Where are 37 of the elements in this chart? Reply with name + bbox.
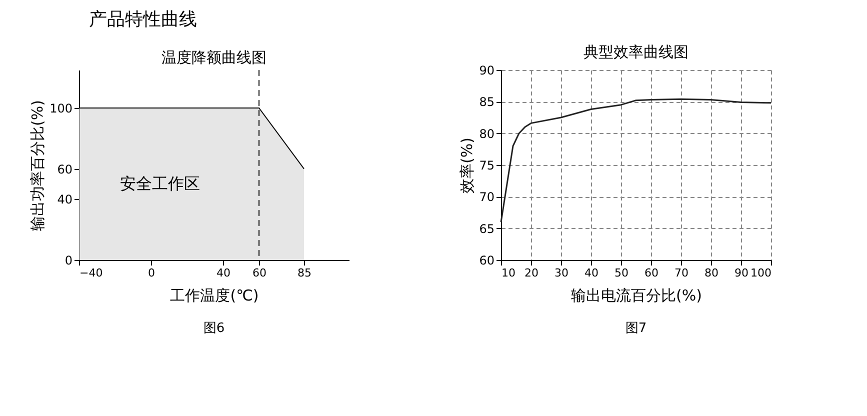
- x-tick-label: 20: [524, 266, 538, 280]
- x-tick-label: 90: [734, 266, 748, 280]
- x-tick-label: 30: [554, 266, 568, 280]
- x-tick-label: 40: [584, 266, 598, 280]
- x-tick-label: 70: [674, 266, 688, 280]
- x-axis-title: 工作温度(℃): [170, 286, 259, 304]
- y-tick-label: 60: [479, 254, 494, 268]
- x-tick-label: 60: [644, 266, 658, 280]
- x-tick-label: 60: [252, 266, 266, 280]
- x-tick-label: 50: [614, 266, 628, 280]
- text: 产品特性曲线: [89, 9, 197, 30]
- x-tick-label: 85: [298, 266, 312, 280]
- y-tick-label: 70: [479, 190, 494, 204]
- y-tick-label: 65: [479, 222, 494, 236]
- x-tick-label: 0: [148, 266, 155, 280]
- annotation: 安全工作区: [120, 174, 200, 193]
- x-tick-label: 100: [750, 266, 772, 280]
- y-tick-label: 90: [479, 64, 494, 78]
- x-tick-label: 40: [216, 266, 230, 280]
- y-tick-label: 85: [479, 95, 494, 110]
- chart-title: 温度降额曲线图: [162, 48, 266, 66]
- chart-title: 典型效率曲线图: [584, 43, 688, 61]
- caption: 图6: [203, 321, 225, 336]
- y-axis-title: 效率(%): [458, 138, 476, 194]
- x-tick-label: 10: [502, 266, 516, 280]
- y-tick-label: 40: [57, 192, 72, 207]
- x-tick-label: −40: [80, 266, 103, 280]
- y-axis-title: 输出功率百分比(%): [28, 100, 47, 231]
- line-series: [500, 98, 772, 223]
- y-tick-label: 75: [479, 158, 494, 172]
- y-tick-label: 100: [50, 102, 72, 116]
- y-tick-label: 60: [57, 162, 72, 176]
- caption: 图7: [625, 321, 647, 336]
- y-tick-label: 80: [479, 126, 494, 141]
- y-tick-label: 0: [64, 254, 72, 268]
- x-axis-title: 输出电流百分比(%): [571, 286, 702, 304]
- x-tick-label: 80: [704, 266, 718, 280]
